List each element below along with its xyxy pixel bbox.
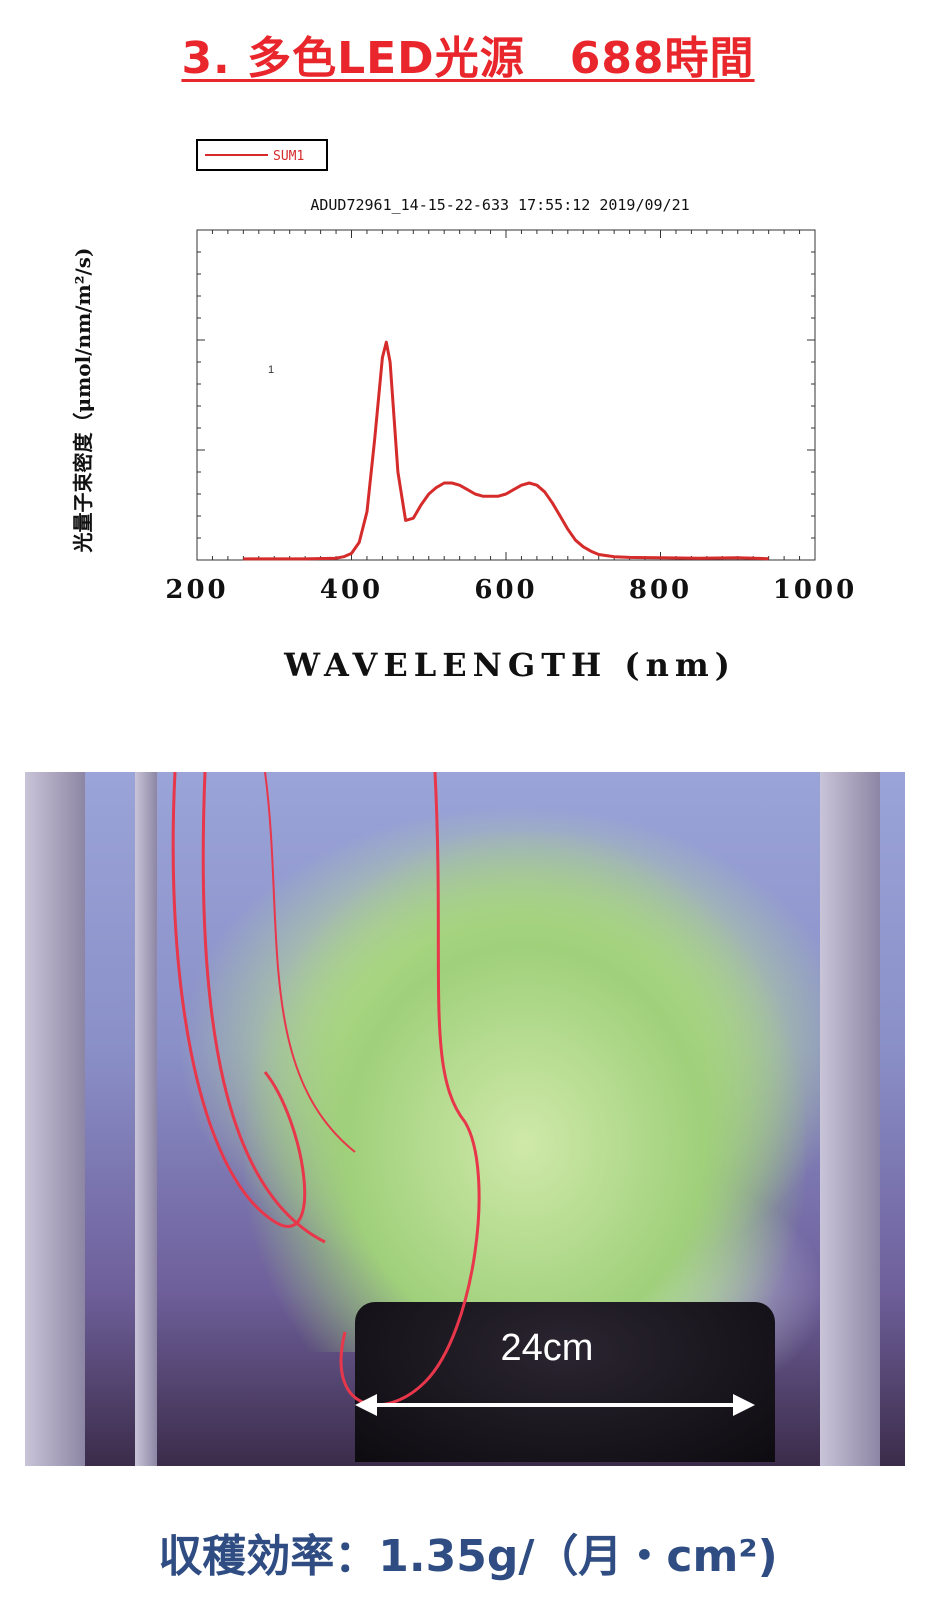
series-line-sum1 — [243, 340, 769, 561]
frame-rail-right — [820, 772, 880, 1466]
legend-label: SUM1 — [273, 149, 304, 164]
red-wire — [171, 772, 307, 1228]
red-wire — [201, 772, 326, 1244]
x-tick-labels: 200 400 600 800 1000 — [165, 575, 857, 605]
legend-box: SUM1 — [196, 139, 328, 171]
arrow-head-right — [733, 1394, 755, 1416]
harvest-efficiency: 収穫効率：1.35g/（月・cm²) — [158, 1531, 778, 1582]
x-axis-label: WAVELENGTH (nm) — [283, 646, 736, 684]
x-tick-label: 200 — [165, 575, 228, 605]
leaf-mass — [245, 832, 805, 1352]
plot-annotation: 1 — [268, 364, 274, 376]
plot-area — [196, 229, 816, 561]
x-tick-label: 800 — [629, 575, 692, 605]
x-tick-label: 600 — [474, 575, 537, 605]
page-title: 3. 多色LED光源 688時間 — [181, 33, 755, 84]
red-wire — [339, 772, 481, 1407]
plant-photo: 24cm — [25, 772, 905, 1466]
dimension-label: 24cm — [500, 1327, 594, 1369]
frame-rail-left — [25, 772, 85, 1466]
frame-rail-inner — [135, 772, 157, 1466]
chart-subtitle: ADUD72961_14-15-22-633 17:55:12 2019/09/… — [310, 196, 689, 214]
spectrum-chart: SUM1 ADUD72961_14-15-22-633 17:55:12 201… — [71, 139, 857, 684]
x-tick-label: 400 — [320, 575, 383, 605]
wires-and-arrow — [171, 772, 755, 1416]
y-axis-label: 光量子束密度（μmol/nm/m²/s) — [71, 248, 95, 554]
red-wire — [264, 772, 356, 1153]
arrow-head-left — [355, 1394, 377, 1416]
x-tick-label: 1000 — [773, 575, 857, 605]
